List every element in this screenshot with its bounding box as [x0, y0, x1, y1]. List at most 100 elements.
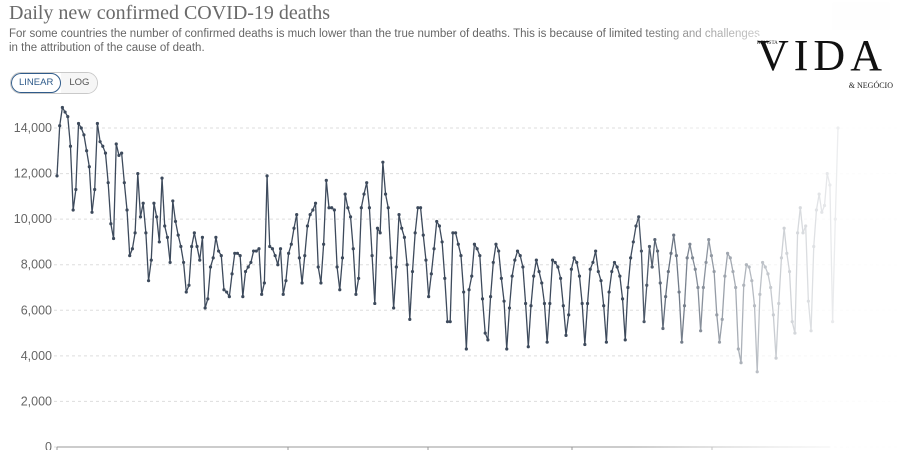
data-point	[410, 269, 415, 274]
data-point	[825, 171, 829, 176]
line-segment	[783, 228, 788, 254]
data-point	[836, 126, 840, 130]
data-point	[235, 251, 240, 255]
line-segment	[743, 264, 748, 286]
y-tick-label: 2,000	[21, 394, 52, 408]
data-point	[394, 265, 398, 269]
data-point	[542, 301, 547, 306]
data-point	[381, 160, 385, 164]
data-point	[812, 244, 816, 249]
data-point	[559, 276, 563, 280]
data-point	[769, 285, 773, 290]
data-point	[669, 251, 673, 255]
line-segment	[145, 232, 150, 281]
line-segment	[56, 125, 61, 176]
line-segment	[751, 280, 756, 306]
data-point	[475, 247, 479, 251]
data-point	[79, 126, 83, 130]
data-point	[55, 174, 59, 178]
logo-top-text: REVISTA	[757, 41, 778, 46]
data-point	[276, 263, 280, 267]
data-point	[146, 279, 151, 283]
data-point	[548, 301, 552, 306]
y-tick-label: 4,000	[21, 349, 52, 363]
line-segment	[740, 285, 745, 363]
data-point	[71, 208, 75, 212]
line-segment	[72, 189, 77, 211]
line-segment	[686, 244, 691, 259]
line-segment	[538, 271, 543, 284]
data-point	[448, 320, 452, 324]
data-point	[532, 274, 536, 278]
data-point	[171, 199, 175, 203]
line-segment	[570, 257, 575, 270]
data-point	[332, 208, 336, 212]
line-segment	[344, 193, 349, 208]
data-point	[556, 265, 560, 269]
data-point	[111, 236, 116, 241]
line-segment	[557, 266, 562, 279]
line-segment	[788, 271, 793, 322]
data-point	[567, 313, 571, 317]
line-segment	[169, 200, 174, 263]
data-point	[580, 301, 584, 306]
data-point	[270, 247, 275, 251]
data-point	[437, 224, 442, 228]
data-point	[612, 260, 617, 265]
line-segment	[438, 225, 443, 243]
data-point	[106, 181, 110, 185]
line-segment	[511, 260, 516, 277]
data-point	[241, 295, 245, 299]
data-point	[623, 338, 627, 342]
line-segment	[718, 319, 723, 343]
data-point	[214, 235, 218, 239]
logo-word: VIDA	[757, 31, 887, 80]
data-point	[782, 226, 786, 230]
data-point	[133, 231, 137, 235]
data-point	[464, 347, 468, 351]
data-point	[701, 285, 705, 290]
data-point	[408, 317, 412, 321]
line-segment	[263, 175, 268, 283]
line-segment	[584, 303, 589, 345]
data-point	[591, 260, 595, 265]
data-point	[494, 242, 498, 246]
data-point	[63, 110, 67, 114]
line-segment	[586, 269, 591, 304]
data-point	[561, 304, 565, 308]
data-point	[715, 313, 719, 317]
data-point	[335, 265, 339, 269]
data-point	[179, 244, 183, 249]
line-segment	[428, 273, 432, 297]
data-point	[777, 301, 781, 306]
line-segment	[419, 207, 424, 236]
data-point	[392, 306, 396, 310]
data-point	[168, 260, 172, 265]
data-point	[739, 361, 743, 365]
line-segment	[207, 266, 212, 299]
data-point	[427, 295, 431, 299]
line-segment	[530, 276, 535, 306]
line-segment	[710, 255, 715, 272]
data-point	[93, 187, 97, 192]
line-segment	[796, 207, 801, 233]
data-point	[362, 192, 366, 196]
data-point	[550, 258, 555, 262]
data-point	[634, 224, 638, 228]
line-segment	[675, 255, 680, 293]
line-segment	[137, 173, 142, 217]
line-segment	[374, 228, 379, 304]
line-segment	[333, 209, 338, 268]
line-segment	[632, 225, 637, 243]
line-segment	[487, 296, 492, 340]
data-point	[281, 292, 285, 296]
data-point	[216, 249, 221, 253]
data-point	[373, 301, 377, 306]
data-point	[268, 244, 272, 249]
data-point	[790, 320, 794, 324]
data-point	[704, 260, 708, 265]
data-point	[462, 290, 466, 294]
data-point	[507, 306, 512, 310]
line-segment	[826, 173, 831, 186]
data-point	[645, 283, 649, 287]
